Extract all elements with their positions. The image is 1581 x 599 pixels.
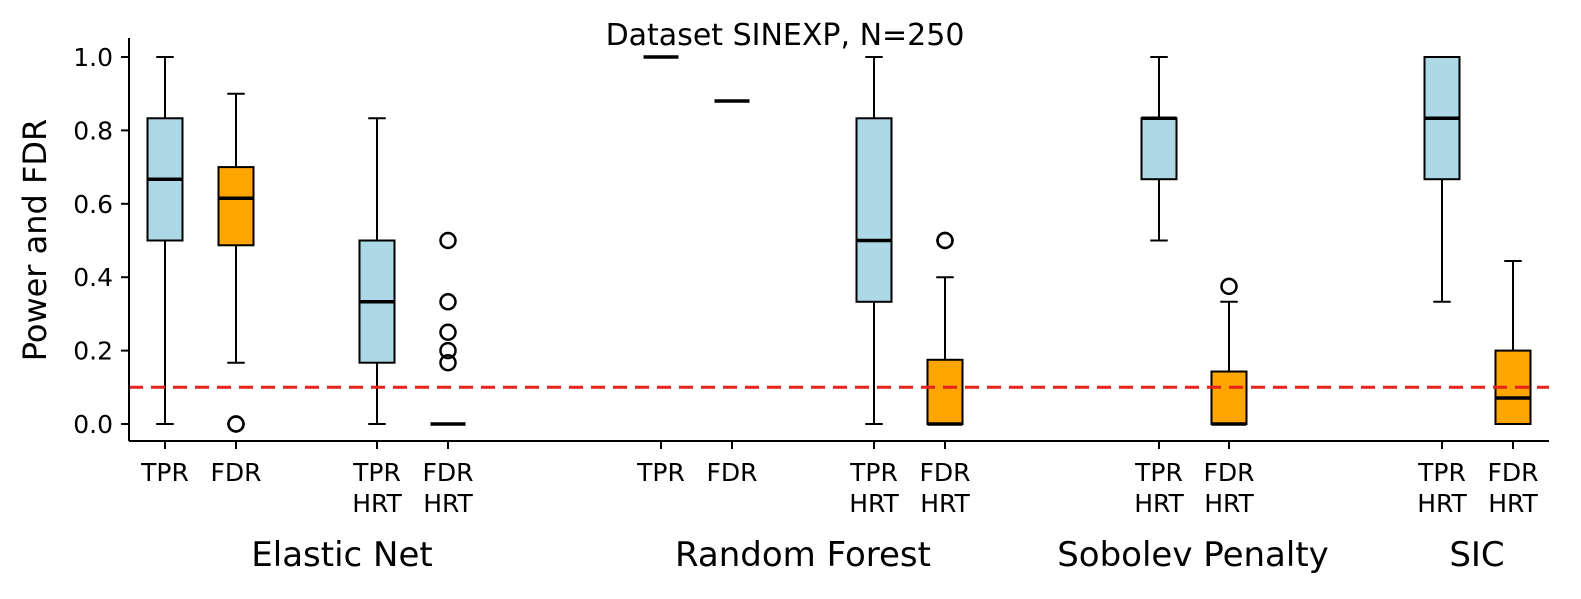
x-tick-label: HRT: [352, 489, 402, 518]
box-body: [217, 166, 255, 247]
x-tick-label: TPR: [1417, 458, 1466, 487]
outlier-point: [1220, 277, 1238, 296]
y-tick-label: 0.4: [73, 263, 113, 292]
y-tick-label: 0.2: [73, 337, 113, 366]
group-label-4: SIC: [1449, 535, 1504, 575]
box-8: [926, 231, 964, 426]
box-1: [146, 56, 184, 425]
x-tick-label: TPR: [849, 458, 898, 487]
x-tick-label: TPR: [352, 458, 401, 487]
box-body: [1210, 370, 1248, 426]
box-11: [1423, 56, 1461, 303]
x-tick-label: FDR: [919, 458, 970, 487]
outlier-point: [439, 293, 457, 311]
x-tick-label: FDR: [210, 458, 261, 487]
outlier-point: [227, 415, 245, 433]
x-tick-label: TPR: [140, 458, 189, 487]
box-7: [855, 56, 893, 425]
outlier-point: [936, 231, 954, 250]
box-body: [1140, 117, 1178, 181]
x-tick-label: FDR: [1203, 458, 1254, 487]
x-tick-label: HRT: [920, 489, 970, 518]
y-tick-label: 1.0: [73, 43, 113, 72]
y-tick-label: 0.8: [73, 116, 113, 145]
box-10: [1210, 277, 1248, 426]
x-tick-label: FDR: [422, 458, 473, 487]
outlier-point: [439, 353, 457, 372]
x-tick-label: HRT: [1488, 489, 1538, 518]
box-body: [926, 358, 964, 425]
box-12: [1494, 260, 1532, 426]
box-2: [217, 92, 255, 433]
y-axis-label: Power and FDR: [16, 119, 54, 362]
y-tick-label: 0.0: [73, 410, 113, 439]
x-tick-label: HRT: [1417, 489, 1467, 518]
group-label-3: Sobolev Penalty: [1057, 535, 1329, 575]
group-label-1: Elastic Net: [251, 535, 432, 575]
box-4: [430, 231, 466, 426]
x-tick-label: TPR: [636, 458, 685, 487]
y-axis: 0.0 0.2 0.4 0.6 0.8 1.0: [73, 38, 130, 441]
box-body: [855, 117, 893, 303]
x-tick-label: HRT: [849, 489, 899, 518]
x-tick-label: HRT: [1204, 489, 1254, 518]
x-tick-label: HRT: [1134, 489, 1184, 518]
group-label-2: Random Forest: [675, 535, 931, 575]
outlier-point: [439, 231, 457, 250]
outlier-point: [439, 323, 457, 341]
outlier-point: [439, 341, 457, 360]
y-tick-label: 0.6: [73, 190, 113, 219]
chart-title: Dataset SINEXP, N=250: [606, 18, 965, 53]
x-tick-label: FDR: [706, 458, 757, 487]
box-9: [1140, 56, 1178, 242]
box-3: [358, 117, 396, 425]
x-tick-label: TPR: [1134, 458, 1183, 487]
group-labels: Elastic Net Random Forest Sobolev Penalty S…: [251, 535, 1504, 575]
x-tick-label: HRT: [423, 489, 473, 518]
x-tick-label: FDR: [1487, 458, 1538, 487]
plot-area: [129, 55, 1549, 433]
